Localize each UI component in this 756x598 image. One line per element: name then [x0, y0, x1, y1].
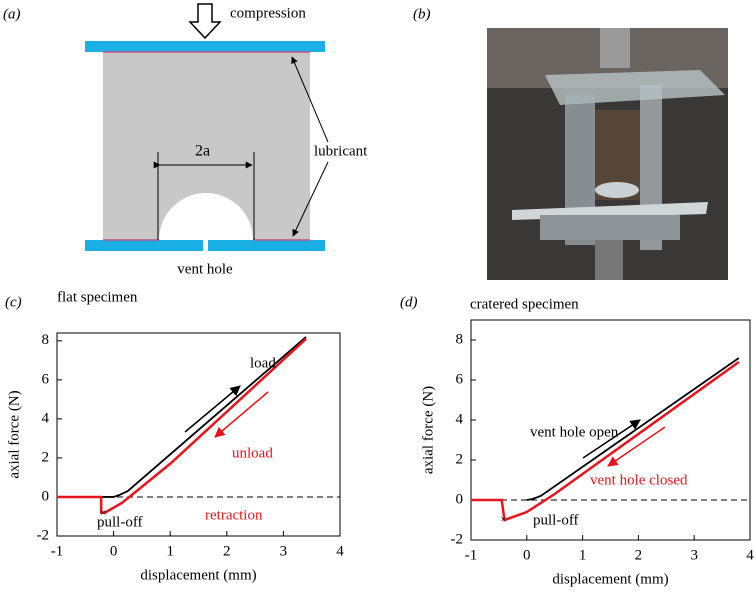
x-tick-label: 2: [635, 547, 643, 563]
pointer: [291, 56, 329, 143]
bottom-plate: [85, 240, 203, 251]
x-tick-label: 0: [523, 547, 531, 563]
series-line: [471, 360, 740, 522]
y-axis-label: axial force (N): [420, 386, 436, 474]
chart: (d) cratered specimen -1 0 1 2 3 4 -2 0 2 4 6 8 displa…: [400, 294, 754, 587]
y-tick-label: 8: [42, 332, 50, 348]
chart-title: flat specimen: [57, 289, 138, 305]
width-label: 2a: [195, 143, 210, 160]
annotation: vent hole open: [530, 424, 619, 440]
y-tick-label: 6: [456, 371, 464, 387]
y-tick-label: 2: [42, 449, 50, 465]
x-axis-label: displacement (mm): [140, 567, 256, 583]
panel-label: (a): [3, 6, 21, 22]
x-tick-label: -1: [465, 547, 478, 563]
annotation: unload: [232, 445, 273, 461]
y-tick-label: 0: [42, 488, 50, 504]
panel-label: (d): [400, 294, 418, 310]
annotation-arrow: [582, 419, 641, 459]
x-tick-label: 1: [166, 543, 174, 559]
annotation: load: [250, 355, 276, 371]
series-line: [57, 337, 307, 514]
annotation: pull-off: [533, 512, 579, 528]
x-tick-label: 4: [336, 543, 344, 559]
top-plate: [85, 41, 325, 52]
annotation: retraction: [205, 507, 263, 523]
diagram: (a) compression 2a lubricant vent hole: [3, 3, 368, 277]
annotation-arrow: [184, 385, 241, 433]
x-tick-label: 2: [223, 543, 231, 559]
x-tick-label: 0: [110, 543, 118, 559]
y-axis-label: axial force (N): [6, 390, 22, 478]
pull-off-marker: ×: [100, 507, 106, 519]
y-tick-label: 4: [456, 411, 464, 427]
y-tick-label: 2: [456, 451, 464, 467]
pull-off-marker: ×: [500, 514, 506, 526]
pointer: [292, 161, 329, 237]
y-tick-label: -2: [451, 531, 464, 547]
plot-frame: [56, 332, 341, 537]
vent-hole-label: vent hole: [177, 261, 233, 277]
y-tick-label: 8: [456, 331, 464, 347]
compression-label: compression: [230, 5, 306, 21]
y-tick-label: 6: [42, 371, 50, 387]
y-tick-label: 0: [456, 491, 464, 507]
bottom-plate: [208, 240, 325, 251]
x-tick-label: 3: [280, 543, 288, 559]
plot-frame: [470, 319, 751, 541]
x-tick-label: 1: [579, 547, 587, 563]
annotation-arrow: [607, 426, 666, 467]
annotation-arrow: [214, 391, 269, 438]
x-axis-label: displacement (mm): [552, 571, 668, 587]
x-tick-label: 3: [690, 547, 698, 563]
y-tick-label: 4: [42, 410, 50, 426]
panel-label: (b): [413, 6, 431, 22]
x-tick-label: 4: [746, 547, 754, 563]
y-tick-label: -2: [37, 527, 50, 543]
chart: (c) flat specimen -1 0 1 2 3 4 -2 0 2 4 6 8 displaceme…: [5, 289, 344, 583]
panel-label: (c): [5, 294, 22, 310]
chart-title: cratered specimen: [470, 296, 579, 312]
crater: [159, 193, 253, 240]
x-tick-label: -1: [51, 543, 64, 559]
photo: (b): [413, 6, 728, 280]
annotation: pull-off: [97, 514, 143, 530]
compression-arrow: [188, 3, 222, 40]
lubricant-label: lubricant: [314, 143, 368, 159]
annotation: vent hole closed: [590, 472, 688, 488]
